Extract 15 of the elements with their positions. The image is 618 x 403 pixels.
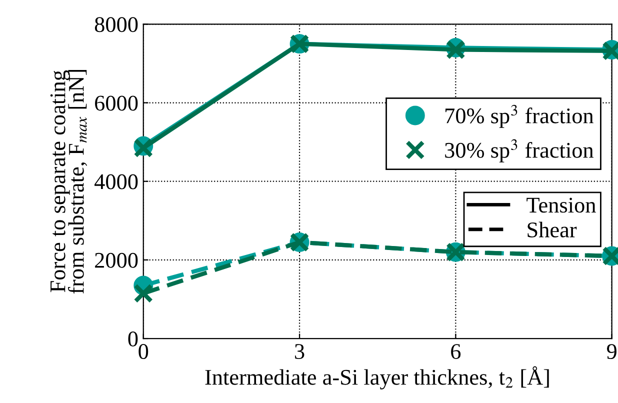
x-axis-title: Intermediate a-Si layer thicknes, t$_{2}$ [Å] bbox=[205, 366, 549, 390]
x-tick-label: 3 bbox=[295, 344, 304, 360]
y-tick-label: 2000 bbox=[95, 252, 138, 268]
legend-label: 70% sp$^{3}$ fraction bbox=[446, 104, 594, 128]
y-axis-title: Force to separate coating from substrate, F$_{max}$ [nN] bbox=[50, 70, 88, 294]
x-tick-label: 9 bbox=[606, 344, 616, 360]
y-tick-label: 6000 bbox=[95, 96, 138, 111]
x-tick-label: 0 bbox=[138, 344, 148, 360]
annotation: Shear bbox=[528, 222, 577, 238]
y-tick-label: 8000 bbox=[94, 17, 138, 32]
annotation: Tension bbox=[526, 198, 596, 213]
y-tick-label: 4000 bbox=[94, 174, 138, 190]
legend-label: 30% sp$^{3}$ fraction bbox=[445, 139, 594, 162]
x-tick-label: 6 bbox=[451, 344, 461, 360]
y-tick-label: 0 bbox=[128, 331, 138, 346]
